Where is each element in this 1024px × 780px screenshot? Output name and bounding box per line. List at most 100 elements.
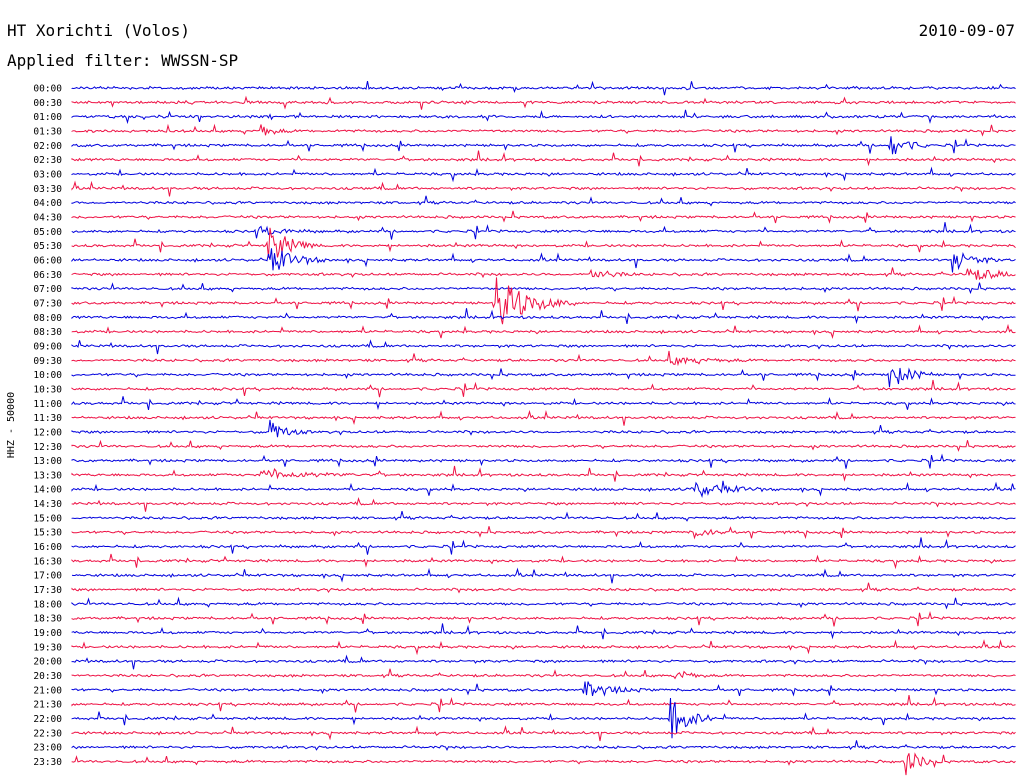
trace-1030 [71,379,1016,398]
row-label-0930: 09:30 [33,356,62,367]
trace-2300 [71,740,1016,752]
row-label-0500: 05:00 [33,227,62,238]
trace-1230 [71,439,1016,452]
trace-2000 [71,654,1016,670]
trace-0130 [71,123,1016,137]
trace-2200 [71,697,1016,739]
trace-0300 [71,166,1016,183]
row-label-1000: 10:00 [33,370,62,381]
row-label-1700: 17:00 [33,571,62,582]
trace-1930 [71,639,1016,656]
station-title: HT Xorichti (Volos) [7,21,190,40]
trace-1100 [71,396,1016,411]
row-label-0200: 02:00 [33,141,62,152]
row-label-0730: 07:30 [33,298,62,309]
row-label-0400: 04:00 [33,198,62,209]
trace-0500 [71,222,1016,240]
row-label-2030: 20:30 [33,671,62,682]
trace-0400 [71,195,1016,207]
trace-2330 [71,752,1016,776]
trace-1800 [71,596,1016,610]
trace-2100 [71,681,1016,697]
trace-1500 [71,510,1016,522]
trace-1530 [71,526,1016,540]
row-label-2000: 20:00 [33,657,62,668]
row-label-0600: 06:00 [33,255,62,266]
trace-0230 [71,150,1016,167]
row-label-1200: 12:00 [33,427,62,438]
trace-0600 [71,248,1016,273]
trace-1730 [71,582,1016,594]
row-label-1130: 11:30 [33,413,62,424]
row-label-2100: 21:00 [33,685,62,696]
trace-0330 [71,180,1016,197]
row-label-1300: 13:00 [33,456,62,467]
trace-2130 [71,695,1016,713]
trace-1600 [71,537,1016,555]
row-label-1030: 10:30 [33,384,62,395]
row-label-2130: 21:30 [33,700,62,711]
trace-0700 [71,282,1016,295]
row-label-1830: 18:30 [33,614,62,625]
trace-0900 [71,339,1016,355]
trace-0200 [71,136,1016,155]
trace-1430 [71,496,1016,512]
row-label-0700: 07:00 [33,284,62,295]
row-label-0100: 01:00 [33,112,62,123]
trace-0630 [71,267,1016,281]
trace-0830 [71,323,1016,340]
row-label-0300: 03:00 [33,169,62,180]
row-label-1230: 12:30 [33,442,62,453]
trace-1330 [71,465,1016,482]
row-label-2230: 22:30 [33,728,62,739]
trace-1400 [71,480,1016,498]
filter-subtitle: Applied filter: WWSSN-SP [7,51,238,70]
row-label-1400: 14:00 [33,485,62,496]
trace-0930 [71,350,1016,367]
row-label-1800: 18:00 [33,599,62,610]
row-label-0630: 06:30 [33,270,62,281]
row-label-1900: 19:00 [33,628,62,639]
row-label-1530: 15:30 [33,528,62,539]
row-label-0530: 05:30 [33,241,62,252]
row-label-0030: 00:30 [33,98,62,109]
row-label-0230: 02:30 [33,155,62,166]
row-label-1330: 13:30 [33,470,62,481]
row-label-1100: 11:00 [33,399,62,410]
trace-1200 [71,419,1016,438]
row-label-0130: 01:30 [33,126,62,137]
row-label-1730: 17:30 [33,585,62,596]
trace-0000 [71,80,1016,96]
row-label-0800: 08:00 [33,313,62,324]
row-label-1630: 16:30 [33,556,62,567]
trace-1830 [71,611,1016,627]
trace-0730 [71,277,1016,325]
row-label-2330: 23:30 [33,757,62,768]
row-label-0830: 08:30 [33,327,62,338]
row-label-2300: 23:00 [33,743,62,754]
trace-1000 [71,367,1016,388]
trace-1300 [71,453,1016,469]
row-label-0330: 03:30 [33,184,62,195]
trace-0100 [71,109,1016,125]
channel-label: HHZ - 50000 [6,392,17,458]
row-label-2200: 22:00 [33,714,62,725]
row-label-0430: 04:30 [33,212,62,223]
trace-0530 [71,227,1016,258]
trace-0030 [71,95,1016,110]
row-label-1500: 15:00 [33,513,62,524]
row-label-1600: 16:00 [33,542,62,553]
trace-1630 [71,553,1016,570]
row-time-labels: 00:00 00:30 01:00 01:30 02:00 02:30 03:00 03:30… [33,84,62,769]
row-label-0900: 09:00 [33,341,62,352]
trace-2030 [71,668,1016,680]
trace-1130 [71,409,1016,426]
row-label-0000: 00:00 [33,84,62,95]
record-date: 2010-09-07 [919,21,1015,40]
row-label-1430: 14:30 [33,499,62,510]
trace-0430 [71,210,1016,224]
trace-0800 [71,308,1016,325]
row-label-1930: 19:30 [33,642,62,653]
trace-2230 [71,725,1016,742]
